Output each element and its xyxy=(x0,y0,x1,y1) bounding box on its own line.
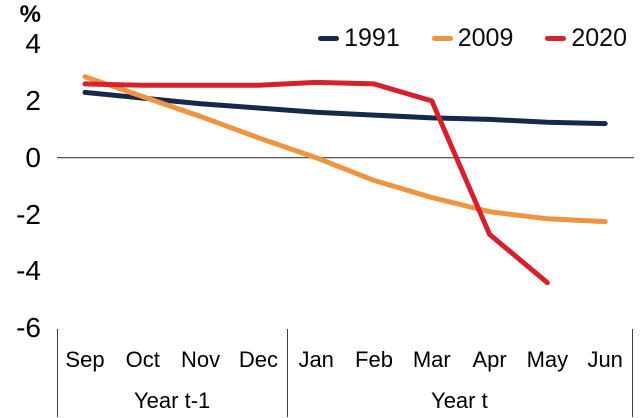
x-tick-label: Mar xyxy=(412,347,451,372)
y-tick-label: -4 xyxy=(16,255,41,287)
legend-label: 1991 xyxy=(344,24,400,52)
x-axis-divider xyxy=(287,329,289,417)
x-tick-label: Sep xyxy=(65,347,105,372)
legend-dash-icon xyxy=(318,36,340,41)
legend-label: 2009 xyxy=(457,24,514,52)
series-line-2009 xyxy=(82,74,608,225)
x-tick-label: Nov xyxy=(181,347,221,372)
x-tick-label: Dec xyxy=(238,347,278,372)
y-tick-label: -6 xyxy=(16,312,41,344)
series-line-2020 xyxy=(82,79,550,286)
x-group-label: Year t-1 xyxy=(134,388,211,413)
legend: 1991 2009 2020 xyxy=(318,26,627,51)
legend-dash-icon xyxy=(545,36,567,41)
x-tick-label: Oct xyxy=(125,347,160,372)
x-tick-label: Jun xyxy=(587,347,623,372)
y-tick-label: 4 xyxy=(25,28,41,60)
y-tick-label: -2 xyxy=(16,198,41,230)
legend-dash-icon xyxy=(431,36,453,41)
y-axis-unit-label: % xyxy=(19,1,41,28)
legend-item-2020: 2020 xyxy=(545,26,627,51)
series-line-1991 xyxy=(82,89,608,127)
legend-label: 2020 xyxy=(571,24,627,52)
x-tick-label: Apr xyxy=(472,347,507,372)
y-tick-label: 0 xyxy=(25,141,41,173)
y-tick-label: 2 xyxy=(25,84,41,116)
x-axis-divider xyxy=(631,329,633,417)
legend-item-1991: 1991 xyxy=(318,26,400,51)
x-group-label: Year t xyxy=(431,388,488,413)
legend-item-2009: 2009 xyxy=(431,24,514,52)
x-tick-label: Jan xyxy=(298,347,334,372)
x-tick-label: Feb xyxy=(355,347,393,372)
x-axis-divider xyxy=(57,329,58,417)
x-tick-label: May xyxy=(526,347,569,372)
